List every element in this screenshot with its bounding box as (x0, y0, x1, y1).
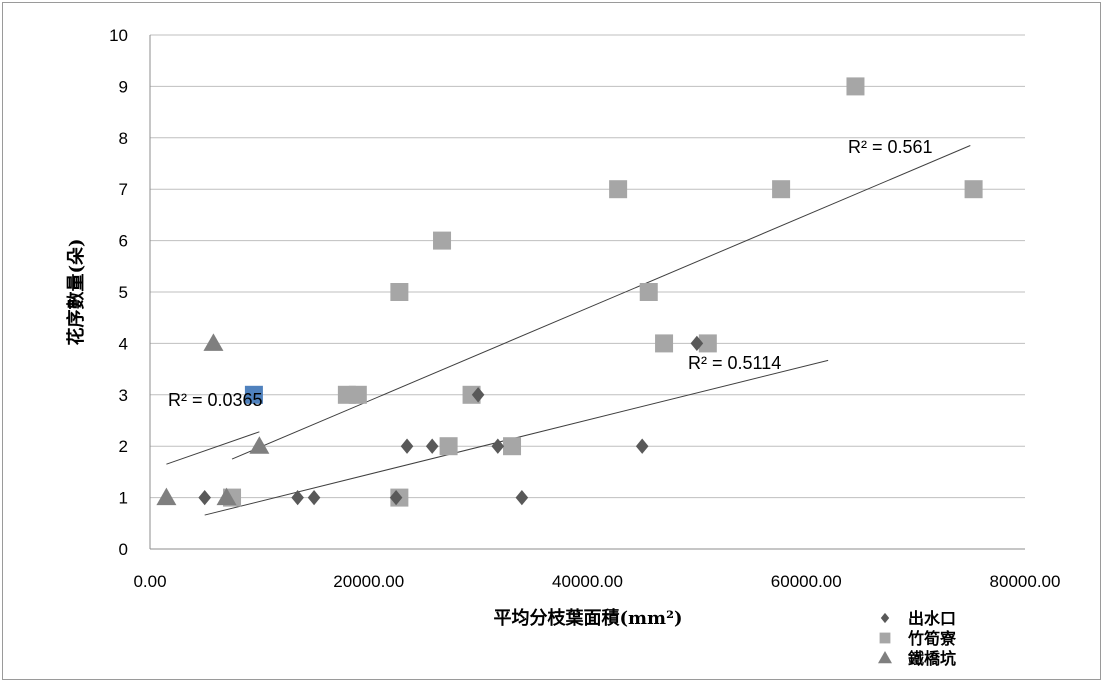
y-tick-label: 0 (119, 540, 128, 559)
square-point (655, 334, 674, 353)
r2-label: R² = 0.561 (848, 137, 933, 157)
diamond-point (690, 335, 704, 352)
y-tick-label: 6 (119, 232, 128, 251)
legend-marker (879, 632, 891, 644)
square-point (772, 180, 791, 199)
y-tick-label: 1 (119, 489, 128, 508)
diamond-point (307, 489, 321, 506)
y-tick-label: 9 (119, 77, 128, 96)
diamond-point (198, 489, 211, 506)
y-tick-label: 7 (119, 180, 128, 199)
data-points (156, 77, 983, 507)
r2-labels: R² = 0.5114 R² = 0.561 R² = 0.0365 (168, 137, 933, 410)
square-point (503, 437, 522, 456)
trendline-2 (231, 145, 971, 460)
triangle-point (249, 436, 270, 454)
y-tick-label: 3 (119, 386, 128, 405)
y-tick-label: 8 (119, 129, 128, 148)
x-tick-label: 80000.00 (990, 572, 1061, 591)
diamond-point (425, 438, 439, 454)
diamond-point (389, 489, 403, 506)
triangle-point (216, 487, 237, 506)
diamond-point (471, 387, 485, 403)
triangle-point (203, 333, 224, 351)
legend-marker (880, 612, 890, 624)
x-tick-label: 0.00 (133, 572, 166, 591)
r2-label: R² = 0.5114 (688, 353, 781, 373)
diamond-point (291, 489, 304, 506)
legend-label: 鐵橋坑 (908, 649, 956, 668)
triangle-point (156, 487, 177, 506)
legend-marker (878, 651, 892, 664)
square-point (964, 180, 983, 199)
diamond-point (400, 438, 414, 454)
trendline-3 (166, 431, 260, 465)
r2-label: R² = 0.0365 (168, 390, 263, 410)
legend-label: 竹筍寮 (907, 629, 957, 648)
highlighted-point (244, 385, 263, 404)
y-tick-label: 2 (119, 437, 128, 456)
legend-label: 出水口 (908, 609, 956, 628)
x-tick-label: 20000.00 (333, 572, 404, 591)
square-point (639, 283, 658, 301)
diamond-point (635, 438, 649, 454)
square-point (390, 283, 409, 301)
diamond-point (491, 438, 505, 454)
x-tick-label: 60000.00 (771, 572, 842, 591)
y-tick-label: 10 (109, 26, 128, 45)
square-point (439, 437, 458, 456)
grid-lines (149, 34, 1025, 550)
x-axis-title: 平均分枝葉面積(mm²) (493, 607, 682, 629)
y-axis-title: 花序數量(朵) (65, 238, 87, 345)
trendlines (166, 145, 971, 516)
diamond-point (515, 489, 529, 506)
square-point (348, 385, 367, 404)
square-point (846, 77, 865, 96)
square-point (698, 334, 717, 353)
y-tick-label: 4 (119, 334, 128, 353)
square-point (433, 231, 452, 250)
square-point (609, 180, 628, 199)
y-tick-label: 5 (119, 283, 128, 302)
x-tick-label: 40000.00 (552, 572, 623, 591)
tick-labels: 0 1 2 3 4 5 6 7 8 9 10 0.00 20000.00 40000.00 60000.00… (109, 26, 1060, 591)
